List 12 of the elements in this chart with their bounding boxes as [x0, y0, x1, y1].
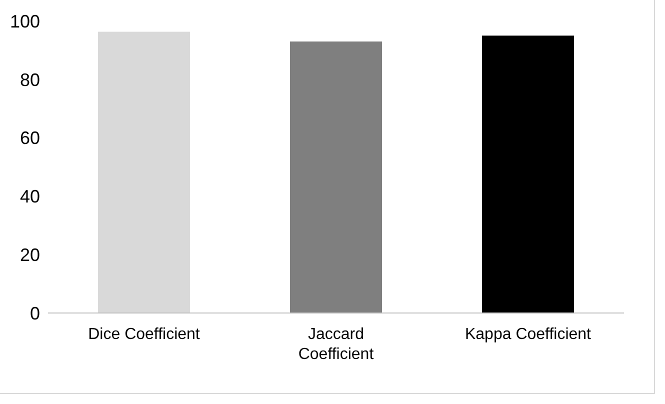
y-tick-label: 20	[20, 244, 40, 265]
y-tick-label: 100	[10, 11, 40, 32]
y-tick-label: 0	[30, 303, 40, 324]
x-tick-label: Jaccard Coefficient	[298, 326, 374, 363]
y-tick-label: 80	[20, 70, 40, 90]
x-tick-label: Kappa Coefficient	[464, 326, 592, 343]
bar	[98, 32, 190, 313]
y-tick-label: 60	[20, 128, 40, 148]
y-tick-label: 40	[20, 186, 40, 207]
bar	[482, 36, 574, 313]
x-tick-label: Dice Coefficient	[88, 326, 200, 343]
bar	[290, 41, 382, 313]
